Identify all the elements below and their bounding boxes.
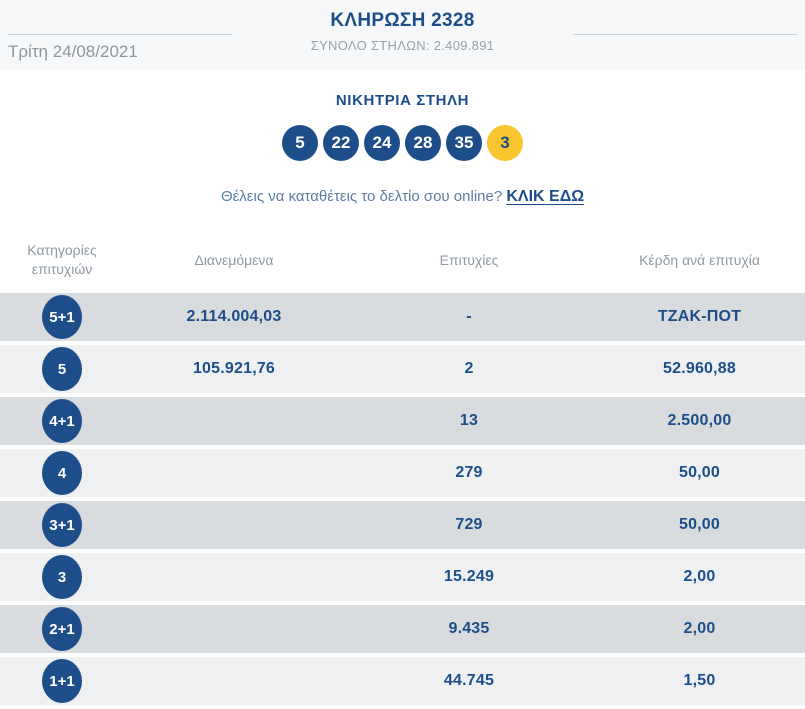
table-row: 4+1 13 2.500,00	[0, 397, 805, 445]
results-table: Κατηγορίες επιτυχιών Διανεμόμενα Επιτυχί…	[0, 232, 805, 705]
winners-cell: -	[466, 308, 472, 325]
table-row: 4 279 50,00	[0, 449, 805, 497]
column-header-categories: Κατηγορίες επιτυχιών	[27, 242, 97, 277]
prize-cell: 1,50	[683, 672, 716, 689]
category-badge: 3+1	[42, 503, 82, 547]
prize-cell: 2.500,00	[667, 412, 732, 429]
winners-cell: 2	[464, 360, 474, 377]
prize-cell: ΤΖΑΚ-ΠΟΤ	[657, 308, 742, 325]
category-badge: 4+1	[42, 399, 82, 443]
promo-question-text: Θέλεις να καταθέτεις το δελτίο σου onlin…	[220, 188, 503, 205]
header-divider-left	[8, 34, 232, 35]
column-header-distributed: Διανεμόμενα	[194, 251, 274, 268]
table-row: 2+1 9.435 2,00	[0, 605, 805, 653]
column-header-winners: Επιτυχίες	[439, 251, 499, 268]
winning-number-ball: 24	[364, 125, 400, 161]
category-badge: 5	[42, 347, 82, 391]
prize-cell: 50,00	[678, 464, 721, 481]
click-here-link[interactable]: ΚΛΙΚ ΕΔΩ	[506, 188, 585, 205]
winning-number-ball: 5	[282, 125, 318, 161]
distributed-cell: 2.114.004,03	[186, 308, 282, 325]
category-badge: 2+1	[42, 607, 82, 651]
column-header-prize: Κέρδη ανά επιτυχία	[639, 251, 760, 268]
prize-cell: 52.960,88	[663, 360, 736, 377]
winning-number-ball: 35	[446, 125, 482, 161]
header-band: ΚΛΗΡΩΣΗ 2328 Τρίτη 24/08/2021 ΣΥΝΟΛΟ ΣΤΗ…	[0, 0, 805, 70]
prize-cell: 2,00	[683, 568, 716, 585]
winning-column-heading: ΝΙΚΗΤΡΙΑ ΣΤΗΛΗ	[335, 92, 470, 109]
winning-number-ball: 28	[405, 125, 441, 161]
table-row: 5 105.921,76 2 52.960,88	[0, 345, 805, 393]
online-promo-line: Θέλεις να καταθέτεις το δελτίο σου onlin…	[0, 188, 805, 206]
winning-number-ball: 22	[323, 125, 359, 161]
header-divider-right	[573, 34, 797, 35]
table-row: 1+1 44.745 1,50	[0, 657, 805, 705]
bonus-number-ball: 3	[487, 125, 523, 161]
category-badge: 1+1	[42, 659, 82, 703]
table-row: 3 15.249 2,00	[0, 553, 805, 601]
winners-cell: 13	[459, 412, 479, 429]
prize-cell: 2,00	[683, 620, 716, 637]
winners-cell: 9.435	[448, 620, 490, 637]
winners-cell: 15.249	[443, 568, 495, 585]
distributed-cell: 105.921,76	[192, 360, 276, 377]
draw-title: ΚΛΗΡΩΣΗ 2328	[330, 10, 475, 31]
category-badge: 4	[42, 451, 82, 495]
category-badge: 5+1	[42, 295, 82, 339]
table-header-row: Κατηγορίες επιτυχιών Διανεμόμενα Επιτυχί…	[0, 232, 805, 288]
winners-cell: 44.745	[443, 672, 495, 689]
winning-numbers-row: 5 22 24 28 35 3	[0, 125, 805, 161]
prize-cell: 50,00	[678, 516, 721, 533]
table-row: 3+1 729 50,00	[0, 501, 805, 549]
winners-cell: 279	[455, 464, 483, 481]
category-badge: 3	[42, 555, 82, 599]
table-row: 5+1 2.114.004,03 - ΤΖΑΚ-ΠΟΤ	[0, 293, 805, 341]
winners-cell: 729	[455, 516, 483, 533]
draw-date: Τρίτη 24/08/2021	[8, 42, 138, 61]
total-columns-label: ΣΥΝΟΛΟ ΣΤΗΛΩΝ: 2.409.891	[310, 38, 495, 53]
